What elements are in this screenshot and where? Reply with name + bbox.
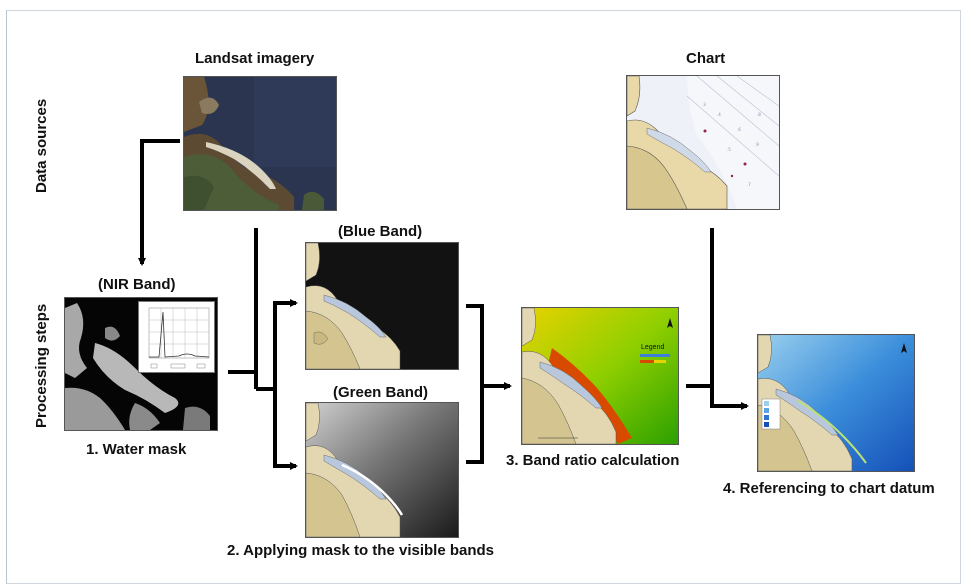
blue-band-title: (Blue Band) (338, 223, 423, 240)
svg-text:.4: .4 (717, 112, 721, 117)
landsat-title: Landsat imagery (195, 50, 315, 67)
svg-text:.7: .7 (747, 182, 751, 187)
chart-title: Chart (686, 50, 726, 67)
chart-datum-image (757, 334, 915, 472)
nir-band-title: (NIR Band) (98, 276, 176, 293)
data-sources-label: Data sources (33, 98, 50, 193)
band-ratio-image: Legend (521, 307, 679, 445)
blue-band-image (305, 242, 459, 370)
ratio-legend-title: Legend (641, 344, 665, 351)
processing-steps-label: Processing steps (33, 303, 50, 428)
nautical-chart-image: .4 .6 .9 .5 .8 .7 .3 (626, 75, 780, 210)
green-band-image (305, 402, 459, 538)
chart-datum-caption: 4. Referencing to chart datum (723, 480, 935, 497)
green-band-title: (Green Band) (333, 384, 429, 401)
svg-text:.8: .8 (757, 112, 761, 117)
nir-histogram-inset (138, 301, 215, 373)
water-mask-caption: 1. Water mask (86, 441, 187, 458)
band-ratio-caption: 3. Band ratio calculation (506, 452, 680, 469)
mask-visible-caption: 2. Applying mask to the visible bands (227, 542, 495, 559)
landsat-image (183, 76, 337, 211)
svg-text:.5: .5 (727, 147, 731, 152)
svg-text:.3: .3 (702, 102, 706, 107)
svg-text:.6: .6 (737, 127, 741, 132)
svg-text:.9: .9 (755, 142, 759, 147)
